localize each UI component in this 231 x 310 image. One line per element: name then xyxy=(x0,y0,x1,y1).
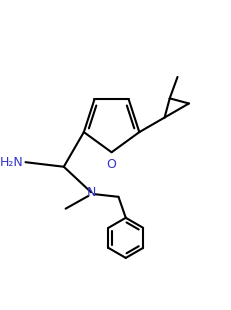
Text: O: O xyxy=(107,158,116,171)
Text: H₂N: H₂N xyxy=(0,156,24,169)
Text: N: N xyxy=(86,186,96,199)
